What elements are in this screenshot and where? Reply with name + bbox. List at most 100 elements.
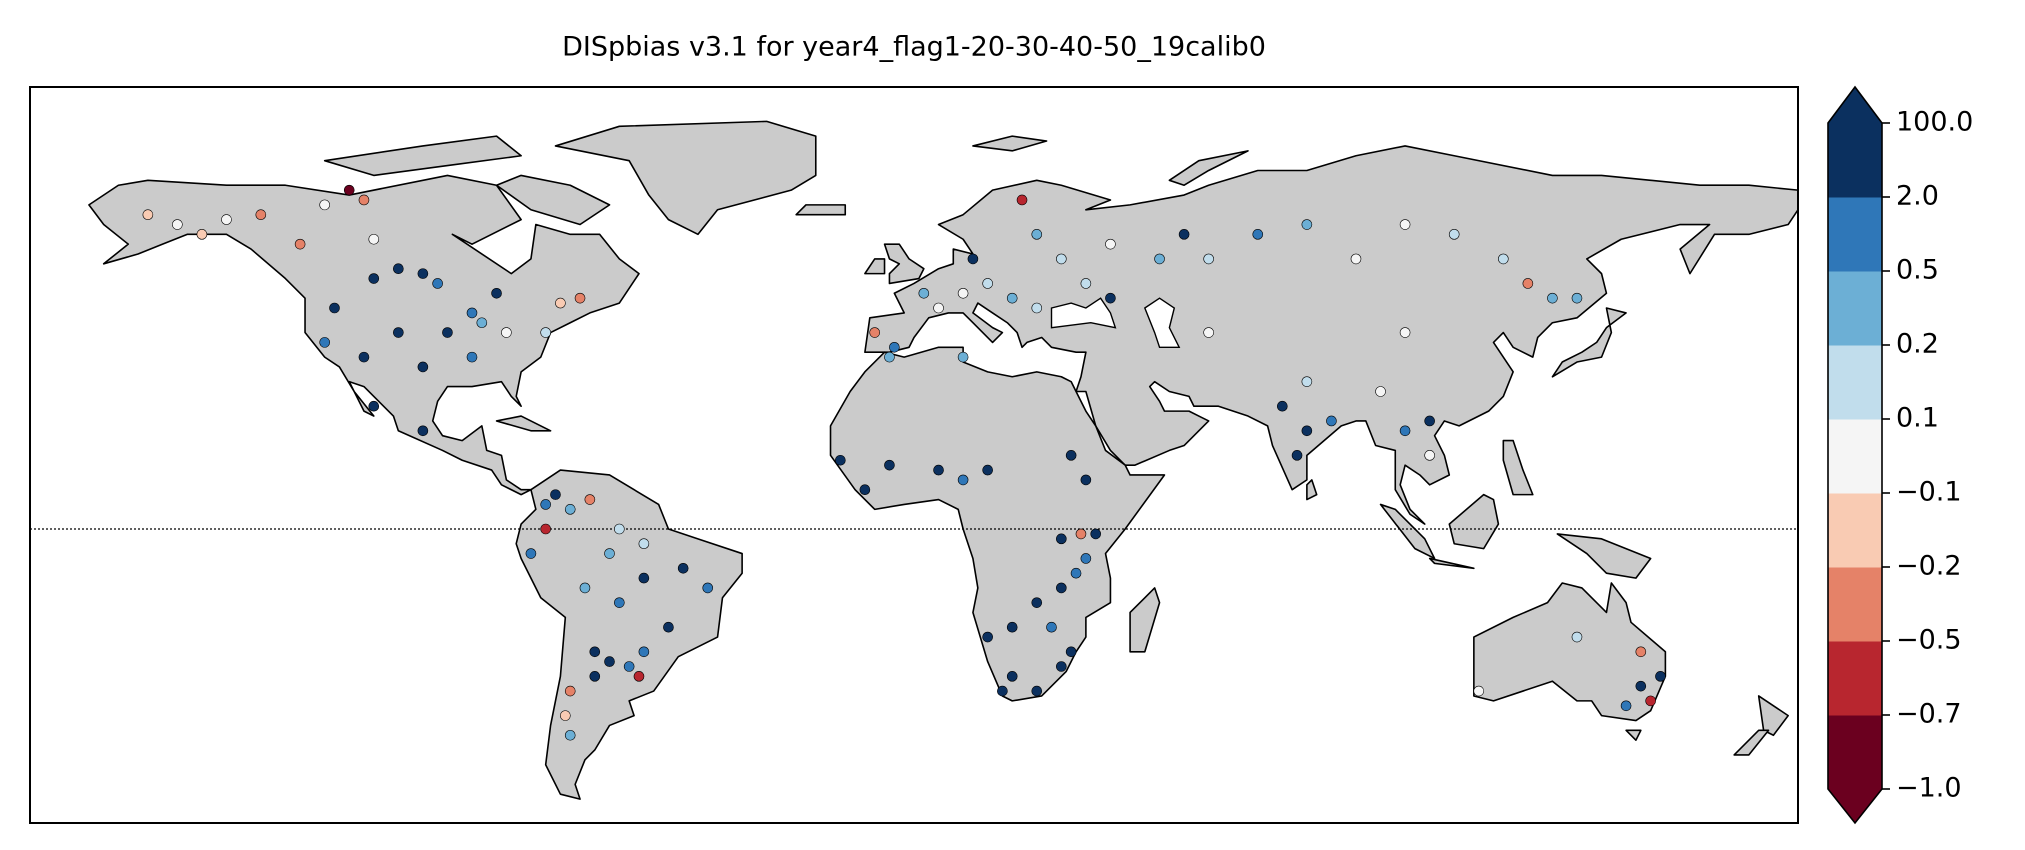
station — [1056, 533, 1067, 545]
new-zealand — [1759, 696, 1788, 735]
land — [89, 121, 1798, 799]
colorbar-tick-label: 0.5 — [1896, 255, 1939, 286]
station — [1080, 474, 1092, 486]
colorbar-tick-label: 0.2 — [1896, 329, 1939, 360]
station — [889, 341, 900, 353]
station — [540, 327, 551, 338]
station — [1620, 700, 1632, 712]
station — [859, 484, 871, 496]
station — [1635, 646, 1647, 658]
station — [584, 494, 596, 505]
station — [884, 351, 895, 363]
north-america — [89, 175, 639, 494]
station — [358, 194, 370, 206]
colorbar-extend-max — [1828, 87, 1882, 123]
britain — [885, 244, 924, 283]
map-area — [30, 121, 1798, 799]
station — [368, 273, 380, 284]
station — [172, 219, 183, 230]
station — [1031, 597, 1043, 608]
station — [1655, 671, 1666, 682]
station — [933, 302, 944, 314]
station — [221, 214, 232, 225]
station — [1056, 253, 1067, 265]
station — [1424, 415, 1435, 427]
station — [579, 582, 591, 594]
colorbar-bin — [1828, 123, 1882, 198]
station — [1350, 253, 1362, 265]
station — [1056, 582, 1067, 594]
station — [1075, 528, 1087, 540]
new-zealand — [1734, 730, 1768, 755]
station — [564, 685, 576, 697]
station — [368, 233, 380, 245]
station — [982, 278, 993, 289]
station — [1090, 528, 1102, 540]
plot-frame — [29, 86, 1799, 824]
tasmania — [1626, 730, 1641, 740]
station — [255, 209, 267, 220]
station — [589, 671, 601, 682]
station — [142, 209, 154, 220]
station — [638, 538, 650, 550]
station — [525, 548, 537, 559]
eurasia — [865, 146, 1798, 524]
arctic-islands — [325, 136, 521, 175]
station — [1277, 400, 1288, 412]
station — [1645, 695, 1656, 707]
colorbar-bin — [1828, 641, 1882, 716]
station — [957, 351, 969, 363]
station — [1080, 278, 1092, 289]
novaya-zemlya — [1169, 151, 1248, 185]
south-america — [516, 470, 742, 799]
station — [491, 287, 502, 299]
station — [417, 361, 429, 373]
japan — [1552, 308, 1626, 377]
colorbar-tick-label: −0.5 — [1896, 625, 1962, 656]
colorbar-tick-label: 0.1 — [1896, 403, 1939, 434]
station — [1424, 450, 1435, 461]
colorbar-tick-label: −0.1 — [1896, 477, 1962, 508]
stations — [142, 184, 1666, 741]
station — [702, 582, 714, 594]
station — [967, 253, 979, 265]
station — [1006, 292, 1018, 304]
station — [1006, 621, 1018, 633]
caspian-sea — [1145, 298, 1179, 347]
station — [997, 685, 1008, 697]
station — [663, 621, 674, 633]
colorbar-tick-label: −1.0 — [1896, 773, 1962, 804]
madagascar — [1130, 588, 1159, 652]
station — [417, 425, 429, 437]
station — [1031, 685, 1043, 697]
station — [1291, 450, 1303, 461]
station — [417, 268, 429, 279]
black-sea — [1052, 298, 1116, 327]
station — [1203, 253, 1214, 265]
station — [501, 327, 512, 338]
station — [614, 597, 625, 608]
station — [1522, 278, 1534, 289]
station — [368, 400, 380, 412]
station — [982, 464, 993, 476]
iceland — [796, 205, 845, 215]
station — [564, 729, 576, 741]
java — [1430, 558, 1474, 568]
colorbar-tick-label: 2.0 — [1896, 181, 1939, 212]
station — [623, 661, 635, 672]
station — [957, 474, 969, 486]
borneo — [1449, 495, 1498, 549]
baffin — [497, 175, 610, 224]
colorbar-bin — [1828, 715, 1882, 790]
station — [1301, 376, 1313, 387]
station — [1498, 253, 1509, 265]
svalbard — [973, 136, 1047, 151]
station — [884, 459, 895, 471]
philippines — [1503, 441, 1532, 495]
station — [614, 523, 625, 535]
new-guinea — [1557, 534, 1650, 578]
station — [1203, 327, 1214, 338]
station — [319, 337, 330, 348]
station — [393, 263, 404, 275]
colorbar-extend-min — [1828, 789, 1882, 823]
